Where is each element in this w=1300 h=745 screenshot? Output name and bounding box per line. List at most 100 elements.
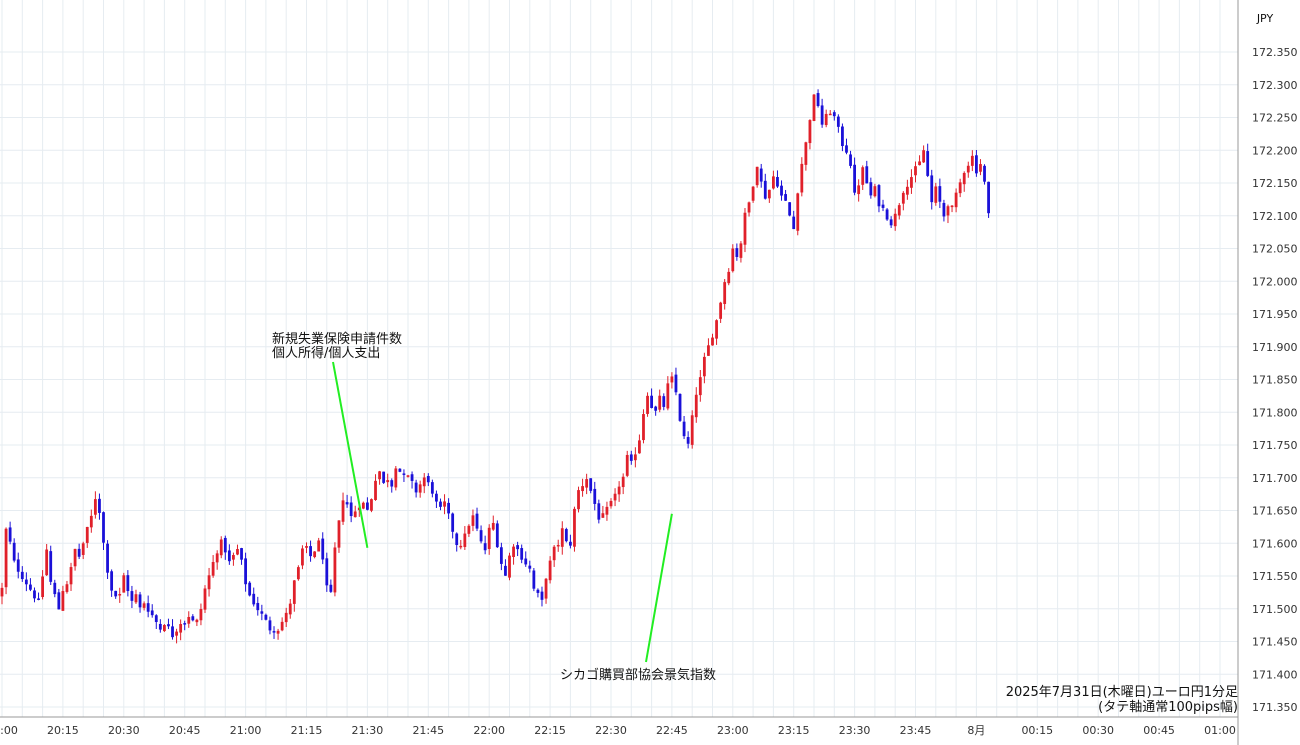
candle-body [85,526,89,543]
candle-body [455,533,459,546]
candle-body [702,356,706,377]
candle-body [288,603,292,615]
candle-body [353,511,357,518]
candle-body [926,151,930,176]
candle-body [934,186,938,203]
candle-body [849,154,852,166]
candle-body [918,161,921,166]
price-tick-label: 171.550 [1252,570,1298,583]
price-tick-label: 172.350 [1252,46,1298,59]
candle-body [227,550,231,562]
candle-body [374,480,377,501]
candle-body [183,623,187,625]
chart-caption-line1: 2025年7月31日(木曜日)ユーロ円1分足 [1006,685,1238,700]
candle-body [930,175,934,203]
candle-body [605,506,609,515]
candle-body [495,523,499,548]
time-tick-label: 21:30 [352,724,384,737]
candle-body [179,624,183,633]
candle-body [646,395,649,414]
price-tick-label: 171.850 [1252,374,1298,387]
candle-body [881,204,885,208]
candle-body [93,499,97,515]
candle-body [707,345,710,356]
candle-body [158,623,162,630]
time-tick-label: 22:15 [534,724,566,737]
candle-body [386,480,390,483]
candle-body [463,533,467,547]
candle-body [0,587,4,597]
candle-body [394,468,398,488]
candle-body [207,575,211,590]
candle-body [451,513,455,532]
price-tick-label: 172.000 [1252,275,1298,288]
candle-body [146,603,150,612]
price-tick-label: 171.750 [1252,439,1298,452]
candle-body [638,440,641,454]
candle-body [845,145,848,153]
candle-body [784,194,787,201]
candle-body [808,120,812,144]
candle-body [45,549,49,576]
candle-body [337,520,341,548]
candle-body [861,167,865,185]
candle-body [280,621,284,631]
candle-body [682,421,686,437]
price-tick-label: 171.400 [1252,668,1298,681]
candle-body [970,155,974,166]
candle-body [780,185,783,196]
candle-body [621,476,625,488]
candle-body [564,529,568,542]
candle-body [163,625,166,632]
candle-body [195,619,199,623]
candle-body [443,501,446,507]
time-tick-label: 20:30 [108,724,140,737]
time-tick-label: 21:45 [412,724,444,737]
annotation-lines [332,361,673,663]
candle-body [613,493,617,501]
candle-body [962,172,966,185]
candle-body [81,543,85,555]
price-tick-label: 171.450 [1252,636,1298,649]
candle-body [321,538,325,560]
candle-body [552,546,556,561]
candle-body [20,571,24,580]
candle-body [215,553,219,563]
candle-body [893,213,897,227]
price-tick-label: 171.700 [1252,472,1298,485]
time-tick-label: 22:00 [473,724,505,737]
candle-body [268,620,272,631]
candle-body [796,193,800,231]
candle-body [792,216,796,230]
candle-body [853,164,856,193]
candle-body [402,473,406,475]
time-tick-label: 23:00 [717,724,749,737]
candle-body [138,594,142,608]
candle-body [130,591,134,601]
candle-body [873,186,877,197]
candle-body [77,548,81,557]
candle-body [73,548,77,567]
candle-body [459,545,463,548]
time-tick-label: 23:45 [900,724,932,737]
candle-body [885,209,889,220]
candle-body [12,542,16,561]
candle-body [219,539,223,556]
candle-body [171,626,174,638]
time-tick-label: 20:45 [169,724,201,737]
candle-body [122,575,126,593]
candle-body [897,205,901,216]
candle-body [824,113,828,126]
candle-body [244,558,247,585]
candle-body [597,503,601,520]
candle-body [524,558,528,565]
candle-body [869,182,873,196]
candle-body [57,592,61,610]
candle-body [800,163,804,193]
candle-body [33,590,36,599]
candle-body [759,168,763,182]
annotation-2-line1: シカゴ購買部協会景気指数 [560,667,716,683]
candle-body [37,598,40,600]
candle-body [914,166,917,176]
candle-body [272,631,276,633]
